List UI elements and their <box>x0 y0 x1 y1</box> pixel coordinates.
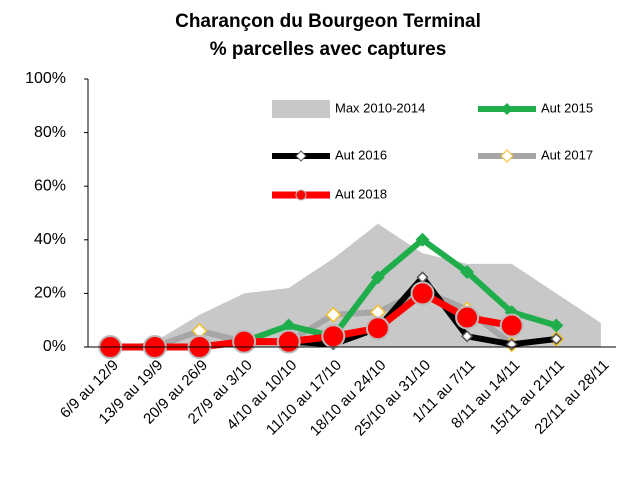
y-tick-label: 100% <box>25 70 66 87</box>
marker <box>365 316 390 341</box>
marker <box>325 306 342 323</box>
legend-marker <box>501 103 513 115</box>
legend-label: Aut 2016 <box>335 147 387 162</box>
area <box>88 223 601 347</box>
legend-marker <box>500 149 514 163</box>
legend-label: Max 2010-2014 <box>335 100 425 115</box>
legend-marker <box>295 150 307 162</box>
y-tick-label: 40% <box>34 231 66 248</box>
y-tick-label: 0% <box>43 338 66 355</box>
legend-label: Aut 2018 <box>335 186 387 201</box>
y-tick-label: 60% <box>34 177 66 194</box>
legend-swatch <box>272 100 330 118</box>
marker <box>461 330 474 343</box>
legend-marker <box>295 189 307 201</box>
marker <box>370 270 385 285</box>
y-tick-label: 80% <box>34 124 66 141</box>
y-tick-label: 20% <box>34 285 66 302</box>
marker <box>460 264 475 279</box>
marker <box>232 329 257 354</box>
marker <box>550 332 563 346</box>
marker <box>499 313 524 338</box>
marker <box>321 324 346 349</box>
marker <box>410 281 435 306</box>
marker <box>455 305 480 330</box>
chart-title: Charançon du Bourgeon Terminal <box>175 11 481 32</box>
legend-label: Aut 2017 <box>541 147 593 162</box>
marker <box>549 318 564 333</box>
marker <box>276 329 301 354</box>
chart-subtitle: % parcelles avec captures <box>210 39 447 60</box>
legend-label: Aut 2015 <box>541 100 593 115</box>
marker <box>281 318 296 333</box>
marker <box>415 232 430 247</box>
